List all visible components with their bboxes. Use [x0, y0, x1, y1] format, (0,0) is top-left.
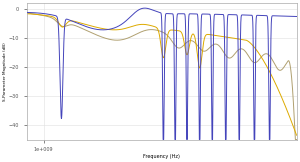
X-axis label: Frequency (Hz): Frequency (Hz) — [143, 154, 180, 159]
Y-axis label: S-Parameter Magnitude (dB): S-Parameter Magnitude (dB) — [4, 42, 8, 101]
